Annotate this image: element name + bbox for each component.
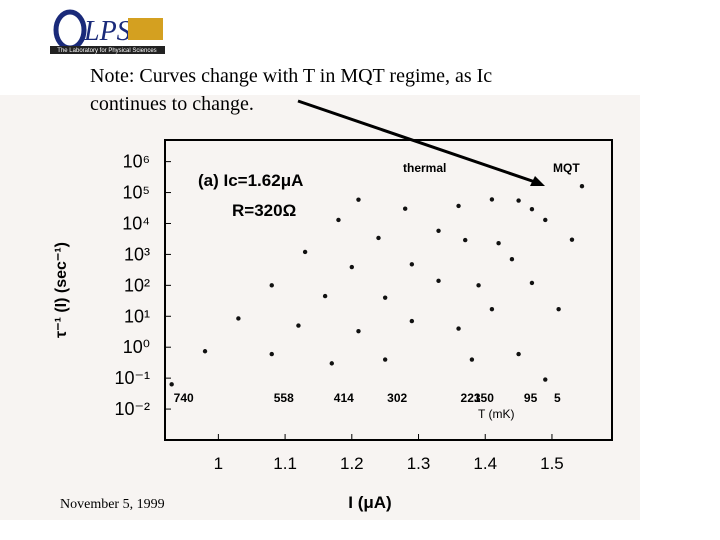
plot-frame <box>164 139 613 441</box>
point <box>382 357 388 362</box>
point <box>436 228 441 233</box>
point <box>349 264 355 270</box>
annotation: thermal <box>403 161 446 175</box>
point <box>356 197 361 202</box>
point <box>489 306 495 312</box>
series-label: 414 <box>334 391 354 405</box>
point <box>579 184 585 189</box>
x-tick-label: 1.2 <box>340 454 364 473</box>
series-label: 150 <box>474 391 494 405</box>
logo-ring <box>53 9 87 51</box>
y-tick-label: 10³ <box>124 244 150 264</box>
note-arrow <box>297 99 539 185</box>
point <box>296 323 301 328</box>
point <box>202 349 208 354</box>
point <box>356 328 361 334</box>
point <box>556 306 561 312</box>
point <box>269 351 274 357</box>
y-tick-label: 10¹ <box>124 306 150 326</box>
x-axis-label: I (μA) <box>348 493 391 512</box>
point <box>269 283 274 288</box>
point <box>382 295 388 300</box>
y-tick-label: 10⁰ <box>123 337 150 357</box>
scan-background <box>0 95 640 520</box>
y-axis-label: τ⁻¹ (I) (sec⁻¹) <box>53 242 70 338</box>
series-label: 5 <box>554 391 561 405</box>
point <box>409 262 415 267</box>
y-tick-label: 10⁴ <box>122 213 150 233</box>
series-label: 558 <box>274 391 294 405</box>
logo-caption: The Laboratory for Physical Sciences <box>57 48 156 54</box>
y-tick-label: 10⁻² <box>114 399 150 419</box>
x-tick-label: 1.4 <box>473 454 497 473</box>
x-tick-label: 1.5 <box>540 454 564 473</box>
point <box>336 217 341 223</box>
point <box>329 361 334 366</box>
point <box>456 203 461 209</box>
note-arrowhead <box>530 176 545 186</box>
annotation: MQT <box>553 161 580 175</box>
series-label: 740 <box>174 391 194 405</box>
point <box>469 357 475 362</box>
point <box>529 280 535 286</box>
point <box>322 293 328 299</box>
note-line: Note: Curves change with T in MQT regime… <box>90 65 492 87</box>
point <box>456 326 461 331</box>
point <box>489 197 495 202</box>
logo-mark: LPS <box>83 16 131 47</box>
point <box>543 377 548 382</box>
point <box>509 257 515 262</box>
point <box>516 351 521 357</box>
note-line: continues to change. <box>90 93 254 115</box>
date: November 5, 1999 <box>60 497 165 512</box>
point <box>516 198 521 203</box>
point <box>569 237 575 242</box>
point <box>236 316 241 321</box>
point <box>543 217 548 223</box>
logo-flag <box>128 18 163 40</box>
point <box>476 283 481 288</box>
point <box>436 278 441 284</box>
point <box>402 206 408 211</box>
point <box>409 318 415 324</box>
logo-bar <box>50 46 165 54</box>
annotation: (a) Ic=1.62μA <box>198 171 303 190</box>
y-tick-label: 10² <box>124 275 150 295</box>
x-tick-label: 1.1 <box>273 454 297 473</box>
point <box>463 237 468 243</box>
point <box>376 235 381 241</box>
series-label: 302 <box>387 391 407 405</box>
annotation: T (mK) <box>478 407 514 421</box>
series-label: 95 <box>524 391 538 405</box>
point <box>169 382 174 387</box>
x-tick-label: 1 <box>214 454 223 473</box>
point <box>529 206 535 212</box>
point <box>496 241 501 246</box>
y-tick-label: 10⁻¹ <box>114 368 150 388</box>
y-tick-label: 10⁵ <box>123 183 150 203</box>
annotation: R=320Ω <box>232 201 296 220</box>
x-tick-label: 1.3 <box>407 454 431 473</box>
series-label: 223 <box>461 391 481 405</box>
point <box>302 249 308 255</box>
y-tick-label: 10⁶ <box>123 152 150 172</box>
